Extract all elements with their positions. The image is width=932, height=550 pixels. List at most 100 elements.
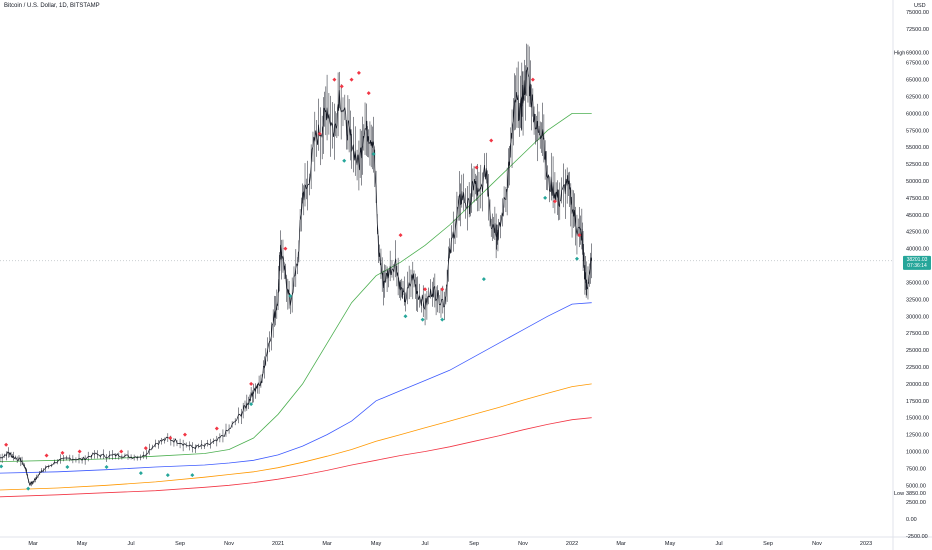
- sell-signal-marker: [474, 165, 479, 170]
- low-label: Low: [894, 491, 904, 497]
- x-tick-label: Jul: [716, 541, 723, 547]
- sell-signal-marker: [143, 446, 148, 451]
- sell-signal-marker: [77, 449, 82, 454]
- price-line: [0, 67, 593, 486]
- y-tick-label: 45000.00: [906, 213, 929, 219]
- price-tag-countdown: 07:36:14: [907, 263, 927, 269]
- y-tick-label: 67500.00: [906, 61, 929, 67]
- y-tick-label: 17500.00: [906, 399, 929, 405]
- sell-signal-marker: [249, 381, 254, 386]
- y-tick-label: 72500.00: [906, 27, 929, 33]
- high-label: High: [894, 51, 905, 57]
- y-tick-label: 27500.00: [906, 331, 929, 337]
- sell-signal-marker: [577, 233, 582, 238]
- sell-signal-marker: [349, 77, 354, 82]
- sell-signal-marker: [4, 442, 9, 447]
- sell-signal-marker: [168, 435, 173, 440]
- buy-signal-marker: [543, 195, 548, 200]
- y-tick-label: 22500.00: [906, 365, 929, 371]
- buy-signal-marker: [165, 473, 170, 478]
- x-tick-label: Nov: [518, 541, 528, 547]
- x-tick-label: Sep: [763, 541, 773, 547]
- y-tick-label: 52500.00: [906, 162, 929, 168]
- y-tick-label: 42500.00: [906, 230, 929, 236]
- buy-signal-marker: [371, 151, 376, 156]
- buy-signal-marker: [440, 317, 445, 322]
- x-tick-label: May: [77, 541, 88, 547]
- x-tick-label: 2021: [272, 541, 284, 547]
- sell-signal-marker: [530, 77, 535, 82]
- price-tag-background: [903, 255, 931, 270]
- y-tick-label: 65000.00: [906, 78, 929, 84]
- buy-signal-marker: [104, 465, 109, 470]
- y-tick-label: 69000.00: [906, 51, 929, 57]
- y-tick-label: -2500.00: [906, 534, 928, 540]
- sell-signal-marker: [398, 233, 403, 238]
- chart-title: Bitcoin / U.S. Dollar, 1D, BITSTAMP: [4, 3, 100, 9]
- y-tick-label: 57500.00: [906, 128, 929, 134]
- sell-signal-marker: [339, 84, 344, 89]
- moving-average-line-2: [0, 302, 592, 474]
- sell-signal-marker: [60, 450, 65, 455]
- moving-average-line-1: [0, 113, 592, 462]
- price-wicks: [0, 43, 592, 487]
- y-tick-label: 5000.00: [906, 483, 926, 489]
- sell-signal-marker: [423, 287, 428, 292]
- sell-signal-marker: [214, 426, 219, 431]
- y-tick-label: 7500.00: [906, 466, 926, 472]
- y-tick-label: 50000.00: [906, 179, 929, 185]
- y-tick-label: 25000.00: [906, 348, 929, 354]
- x-tick-label: May: [665, 541, 676, 547]
- x-tick-label: 2023: [860, 541, 872, 547]
- buy-signal-marker: [190, 473, 195, 478]
- buy-signal-marker: [0, 464, 4, 469]
- sell-signal-marker: [182, 432, 187, 437]
- sell-signal-marker: [332, 77, 337, 82]
- sell-signal-marker: [119, 449, 124, 454]
- y-tick-label: 60000.00: [906, 111, 929, 117]
- y-tick-label: 40000.00: [906, 247, 929, 253]
- y-tick-label: 75000.00: [906, 10, 929, 16]
- buy-signal-marker: [403, 314, 408, 319]
- buy-signal-marker: [342, 158, 347, 163]
- x-tick-label: Mar: [616, 541, 626, 547]
- y-tick-label: 30000.00: [906, 314, 929, 320]
- x-tick-label: Mar: [28, 541, 38, 547]
- sell-signal-marker: [44, 453, 49, 458]
- sell-signal-marker: [317, 131, 322, 136]
- x-tick-label: May: [371, 541, 382, 547]
- y-tick-label: 47500.00: [906, 196, 929, 202]
- buy-signal-marker: [574, 256, 579, 261]
- x-tick-label: Jul: [422, 541, 429, 547]
- y-tick-label: 32500.00: [906, 297, 929, 303]
- y-tick-label: 55000.00: [906, 145, 929, 151]
- buy-signal-marker: [138, 471, 143, 476]
- y-tick-label: 35000.00: [906, 280, 929, 286]
- y-tick-label: 20000.00: [906, 382, 929, 388]
- buy-signal-marker: [249, 402, 254, 407]
- moving-average-line-4: [0, 417, 592, 498]
- buy-signal-marker: [288, 293, 293, 298]
- buy-signal-marker: [481, 277, 486, 282]
- x-tick-label: Sep: [469, 541, 479, 547]
- x-tick-label: Nov: [812, 541, 822, 547]
- y-tick-label: 2500.00: [906, 500, 926, 506]
- y-tick-label: 3850.00: [906, 491, 926, 497]
- sell-signal-marker: [552, 199, 557, 204]
- buy-signal-marker: [26, 486, 31, 491]
- y-tick-label: 0.00: [906, 517, 917, 523]
- buy-signal-marker: [420, 317, 425, 322]
- sell-signal-marker: [283, 246, 288, 251]
- moving-average-line-3: [0, 383, 592, 491]
- sell-signal-marker: [489, 138, 494, 143]
- y-tick-label: 62500.00: [906, 95, 929, 101]
- sell-signal-marker: [366, 91, 371, 96]
- x-tick-label: Mar: [322, 541, 332, 547]
- x-tick-label: Jul: [128, 541, 135, 547]
- price-tag-value: 38201.03: [907, 257, 928, 263]
- x-tick-label: Sep: [175, 541, 185, 547]
- x-tick-label: Nov: [224, 541, 234, 547]
